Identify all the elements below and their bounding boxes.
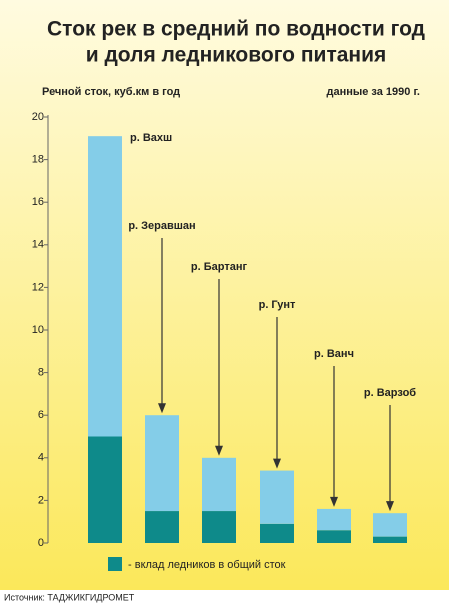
bar-label: р. Варзоб	[364, 387, 416, 399]
y-tick-label: 6	[38, 409, 44, 421]
y-tick-label: 14	[32, 239, 44, 251]
bar-segment	[317, 530, 351, 543]
bar-segment	[202, 511, 236, 543]
arrow-head	[386, 501, 394, 512]
bar-label: р. Бартанг	[191, 261, 248, 273]
y-tick-label: 8	[38, 367, 44, 379]
bar-segment	[88, 436, 122, 543]
y-tick-label: 18	[32, 154, 44, 166]
arrow-head	[215, 445, 223, 456]
bar-label: р. Гунт	[259, 299, 296, 311]
y-tick-label: 20	[32, 111, 44, 123]
y-axis-label: Речной сток, куб.км в год	[42, 86, 180, 98]
bar-segment	[202, 457, 236, 512]
source: Источник: ТАДЖИКГИДРОМЕТ	[4, 592, 135, 602]
legend-label: - вклад ледников в общий сток	[128, 559, 286, 571]
y-tick-label: 16	[32, 196, 44, 208]
bar-segment	[145, 511, 179, 543]
y-tick-label: 4	[38, 452, 44, 464]
bar-segment	[317, 508, 351, 531]
bar-label: р. Вахш	[130, 132, 172, 144]
bar-segment	[260, 470, 294, 524]
bar-segment	[260, 523, 294, 543]
y-tick-label: 10	[32, 324, 44, 336]
chart-title: и доля ледникового питания	[86, 44, 387, 67]
footer-bg	[0, 590, 449, 605]
arrow-head	[330, 496, 338, 507]
arrow-head	[273, 458, 281, 469]
bar-segment	[373, 513, 407, 537]
bar-segment	[88, 136, 122, 437]
bar-label: р. Зеравшан	[128, 220, 195, 232]
chart-title: Сток рек в средний по водности год	[47, 18, 425, 41]
bar-segment	[145, 415, 179, 512]
y-tick-label: 0	[38, 537, 44, 549]
bar-label: р. Ванч	[314, 348, 354, 360]
bar-segment	[373, 536, 407, 543]
arrow-head	[158, 403, 166, 414]
legend-swatch	[108, 557, 122, 571]
annotation: данные за 1990 г.	[326, 86, 420, 98]
y-tick-label: 12	[32, 281, 44, 293]
y-tick-label: 2	[38, 494, 44, 506]
